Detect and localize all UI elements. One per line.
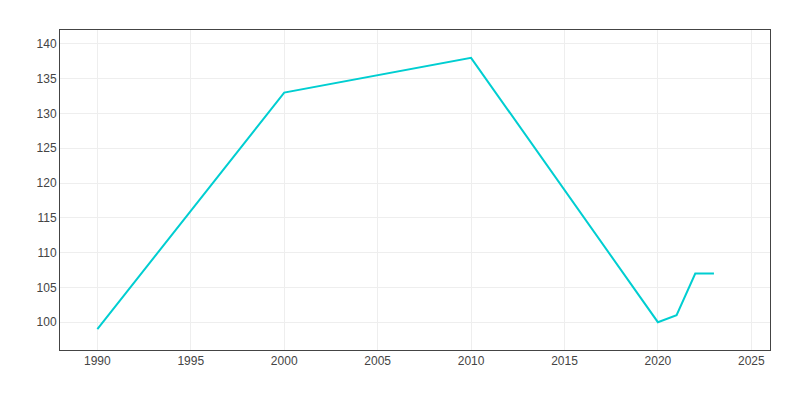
svg-text:2000: 2000 <box>271 354 298 368</box>
svg-text:130: 130 <box>37 107 57 121</box>
svg-text:2020: 2020 <box>645 354 672 368</box>
svg-text:2010: 2010 <box>458 354 485 368</box>
svg-text:120: 120 <box>37 176 57 190</box>
svg-text:2005: 2005 <box>364 354 391 368</box>
svg-text:2025: 2025 <box>738 354 765 368</box>
svg-text:1995: 1995 <box>177 354 204 368</box>
svg-text:110: 110 <box>37 246 56 260</box>
svg-text:115: 115 <box>37 211 56 225</box>
svg-text:135: 135 <box>37 72 57 86</box>
svg-text:140: 140 <box>37 37 57 51</box>
svg-text:100: 100 <box>37 315 57 329</box>
svg-text:1990: 1990 <box>84 354 111 368</box>
svg-text:105: 105 <box>37 281 57 295</box>
svg-text:2015: 2015 <box>551 354 578 368</box>
svg-text:125: 125 <box>37 141 57 155</box>
